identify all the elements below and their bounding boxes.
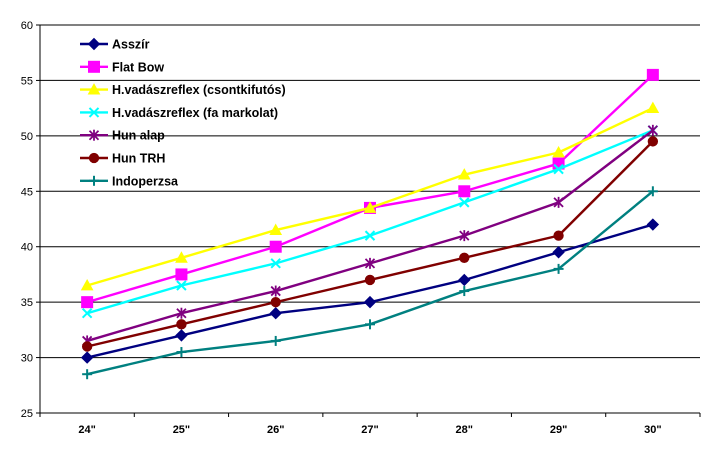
legend-label-3: H.vadászreflex (fa markolat)	[112, 106, 278, 120]
legend: Asszír Flat Bow H.vadászreflex (csontkifut…	[80, 38, 286, 188]
y-tick-label-0: 25	[21, 408, 33, 420]
data-point-5-2	[270, 296, 281, 308]
x-tick-label-0: 24"	[78, 424, 95, 436]
data-point-6-5	[553, 263, 564, 274]
series-line-3	[86, 129, 654, 315]
data-point-1-1	[175, 268, 188, 281]
data-point-1-0	[81, 296, 94, 309]
data-point-4-3	[364, 257, 376, 269]
data-point-0-3	[363, 295, 377, 309]
data-point-1-2	[269, 240, 282, 253]
tick-labels: 25 30 35 40 45 50 55 60 24" 25" 26" 27" 28" 29" 30"	[21, 20, 662, 436]
y-tick-label-2: 35	[21, 297, 33, 309]
legend-marker-5	[88, 152, 100, 164]
data-point-2-4	[457, 168, 471, 180]
data-point-4-2	[270, 285, 281, 297]
data-point-2-6	[646, 101, 660, 114]
legend-marker-2	[87, 83, 101, 95]
legend-label-0: Asszír	[112, 38, 150, 52]
data-point-6-4	[459, 286, 470, 297]
legend-marker-3	[88, 107, 100, 118]
data-point-2-0	[80, 278, 94, 291]
y-tick-label-4: 45	[21, 186, 33, 198]
series-line-0	[86, 223, 654, 359]
data-point-6-3	[365, 319, 375, 330]
legend-marker-1	[88, 60, 100, 73]
data-point-2-5	[552, 145, 565, 158]
data-point-3-2	[270, 258, 281, 269]
data-point-5-5	[553, 230, 564, 241]
data-point-0-0	[80, 351, 94, 364]
x-tick-label-4: 28"	[456, 424, 473, 436]
data-point-6-6	[647, 186, 658, 197]
data-point-5-1	[176, 319, 187, 330]
legend-item-2: H.vadászreflex (csontkifutós)	[80, 83, 286, 97]
axes	[36, 24, 701, 417]
data-point-2-1	[175, 251, 188, 263]
series-0	[80, 218, 660, 364]
legend-marker-0	[87, 37, 101, 51]
data-point-5-4	[459, 252, 470, 263]
series-5	[81, 136, 659, 352]
data-point-0-5	[552, 246, 565, 259]
x-tick-label-6: 30"	[644, 424, 661, 436]
legend-item-0: Asszír	[80, 38, 150, 52]
legend-item-3: H.vadászreflex (fa markolat)	[80, 106, 278, 120]
series-4	[82, 124, 658, 347]
data-point-6-2	[270, 335, 281, 346]
data-point-4-6	[647, 124, 658, 136]
data-point-6-0	[82, 369, 93, 380]
data-point-4-5	[553, 196, 564, 208]
data-point-1-6	[646, 68, 659, 81]
data-point-4-1	[176, 307, 187, 319]
legend-marker-6	[89, 175, 99, 186]
data-point-5-3	[364, 274, 376, 286]
x-tick-label-3: 27"	[361, 424, 378, 436]
y-tick-label-1: 30	[21, 353, 33, 365]
data-point-2-3	[363, 201, 377, 213]
data-point-3-3	[364, 230, 376, 241]
data-point-5-6	[647, 136, 659, 147]
data-point-3-1	[176, 280, 187, 291]
y-tick-label-5: 50	[21, 131, 33, 143]
y-tick-label-6: 55	[21, 75, 33, 87]
data-point-0-2	[269, 307, 282, 320]
series-6	[82, 186, 658, 380]
x-tick-label-5: 29"	[550, 424, 567, 436]
y-tick-label-7: 60	[21, 20, 33, 32]
data-point-4-4	[459, 230, 470, 242]
data-point-0-1	[175, 329, 188, 342]
legend-item-5: Hun TRH	[80, 152, 165, 166]
data-point-3-4	[459, 197, 470, 208]
data-point-5-0	[81, 341, 93, 352]
legend-label-6: Indoperzsa	[112, 174, 179, 188]
series-2	[80, 101, 660, 291]
legend-label-5: Hun TRH	[112, 152, 165, 166]
legend-item-6: Indoperzsa	[80, 174, 179, 188]
legend-marker-4	[88, 129, 100, 141]
data-point-3-0	[81, 308, 93, 319]
data-point-2-2	[269, 223, 283, 235]
data-point-3-5	[553, 163, 564, 175]
y-tick-label-3: 40	[21, 242, 33, 254]
data-point-0-6	[646, 218, 660, 231]
legend-label-1: Flat Bow	[112, 60, 164, 74]
data-point-1-4	[458, 185, 471, 198]
x-tick-label-2: 26"	[267, 424, 284, 436]
legend-item-1: Flat Bow	[80, 60, 164, 74]
legend-label-4: Hun alap	[112, 129, 165, 143]
series-group	[80, 68, 660, 380]
x-tick-label-1: 25"	[173, 424, 190, 436]
legend-item-4: Hun alap	[80, 129, 165, 143]
data-point-6-1	[176, 347, 187, 358]
gridlines	[40, 24, 700, 359]
legend-label-2: H.vadászreflex (csontkifutós)	[112, 83, 286, 97]
data-point-0-4	[458, 273, 471, 287]
